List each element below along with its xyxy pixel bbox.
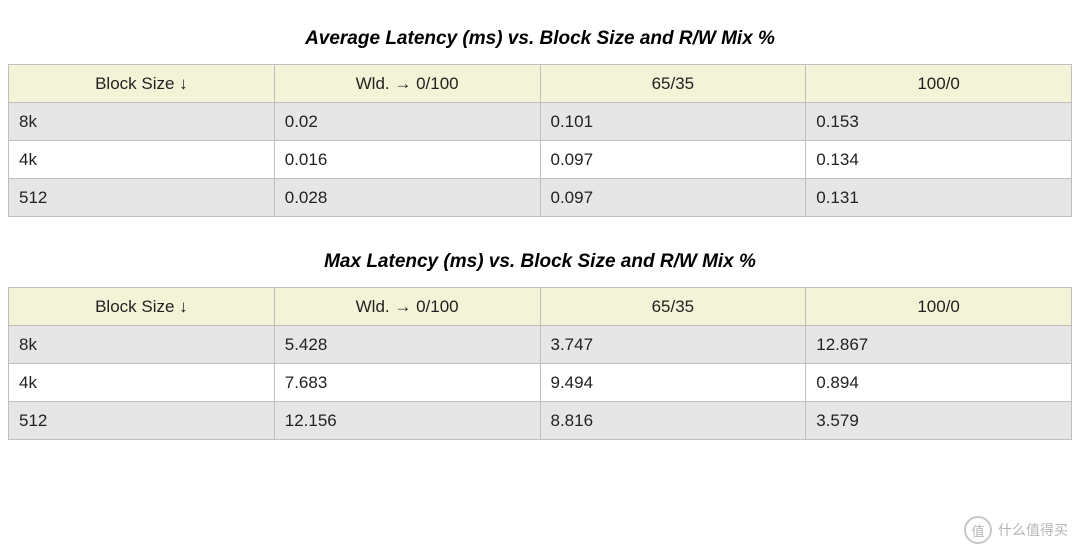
table-row: 512 12.156 8.816 3.579: [9, 402, 1072, 440]
cell-value: 0.097: [540, 179, 806, 217]
cell-value: 8.816: [540, 402, 806, 440]
cell-value: 5.428: [274, 326, 540, 364]
cell-value: 0.101: [540, 103, 806, 141]
cell-value: 3.747: [540, 326, 806, 364]
cell-block-size: 4k: [9, 141, 275, 179]
cell-value: 0.153: [806, 103, 1072, 141]
cell-value: 0.131: [806, 179, 1072, 217]
table-header-row: Block Size ↓ Wld. → 0/100 65/35 100/0: [9, 65, 1072, 103]
table-header-row: Block Size ↓ Wld. → 0/100 65/35 100/0: [9, 288, 1072, 326]
col-header: 100/0: [806, 65, 1072, 103]
table-row: 4k 7.683 9.494 0.894: [9, 364, 1072, 402]
cell-block-size: 512: [9, 179, 275, 217]
cell-value: 9.494: [540, 364, 806, 402]
watermark-badge-icon: 值: [964, 516, 992, 544]
col-header: Wld. → 0/100: [274, 65, 540, 103]
cell-block-size: 512: [9, 402, 275, 440]
watermark: 值 什么值得买: [964, 516, 1068, 544]
cell-value: 0.134: [806, 141, 1072, 179]
table-row: 512 0.028 0.097 0.131: [9, 179, 1072, 217]
cell-value: 7.683: [274, 364, 540, 402]
table-row: 8k 5.428 3.747 12.867: [9, 326, 1072, 364]
col-header: Wld. → 0/100: [274, 288, 540, 326]
table-title: Average Latency (ms) vs. Block Size and …: [8, 28, 1072, 50]
cell-value: 0.02: [274, 103, 540, 141]
cell-value: 12.867: [806, 326, 1072, 364]
table-title: Max Latency (ms) vs. Block Size and R/W …: [8, 251, 1072, 273]
col-header: Block Size ↓: [9, 288, 275, 326]
col-header: 65/35: [540, 288, 806, 326]
table-row: 8k 0.02 0.101 0.153: [9, 103, 1072, 141]
col-header: 100/0: [806, 288, 1072, 326]
cell-value: 0.028: [274, 179, 540, 217]
watermark-text: 什么值得买: [998, 520, 1068, 540]
cell-value: 0.894: [806, 364, 1072, 402]
latency-table-avg: Block Size ↓ Wld. → 0/100 65/35 100/0 8k…: [8, 64, 1072, 217]
cell-block-size: 4k: [9, 364, 275, 402]
latency-table-max: Block Size ↓ Wld. → 0/100 65/35 100/0 8k…: [8, 287, 1072, 440]
cell-value: 0.016: [274, 141, 540, 179]
col-header: Block Size ↓: [9, 65, 275, 103]
cell-block-size: 8k: [9, 103, 275, 141]
cell-value: 0.097: [540, 141, 806, 179]
col-header: 65/35: [540, 65, 806, 103]
table-row: 4k 0.016 0.097 0.134: [9, 141, 1072, 179]
cell-value: 3.579: [806, 402, 1072, 440]
cell-value: 12.156: [274, 402, 540, 440]
cell-block-size: 8k: [9, 326, 275, 364]
